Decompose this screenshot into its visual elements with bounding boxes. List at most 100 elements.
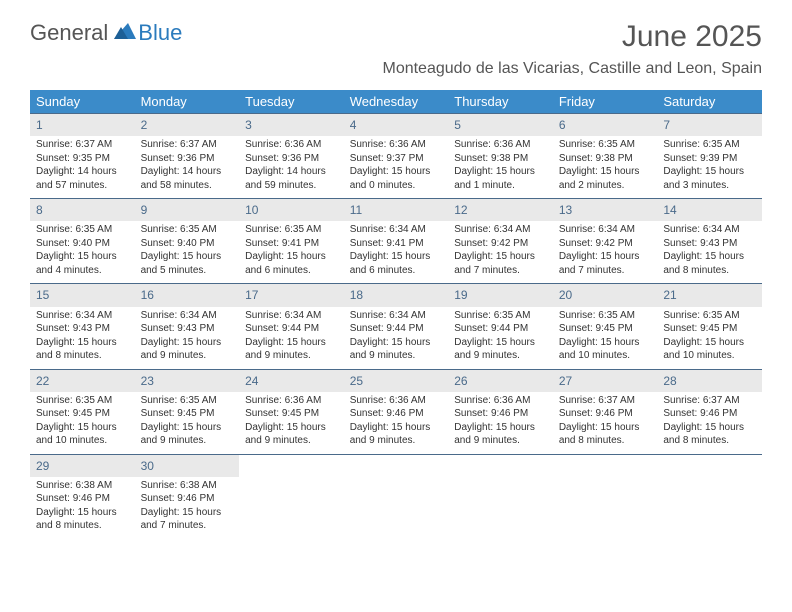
sunset-text: Sunset: 9:44 PM (350, 322, 443, 336)
page-title: June 2025 (382, 20, 762, 54)
sunset-text: Sunset: 9:40 PM (36, 237, 129, 251)
sunset-text: Sunset: 9:41 PM (245, 237, 338, 251)
day-content-cell: Sunrise: 6:35 AMSunset: 9:40 PMDaylight:… (30, 221, 135, 284)
sunset-text: Sunset: 9:44 PM (245, 322, 338, 336)
sunrise-text: Sunrise: 6:36 AM (245, 394, 338, 408)
day-number-cell: 6 (553, 114, 658, 137)
sunset-text: Sunset: 9:37 PM (350, 152, 443, 166)
daylight-text: and 9 minutes. (141, 434, 234, 448)
sunrise-text: Sunrise: 6:37 AM (141, 138, 234, 152)
daylight-text: and 10 minutes. (36, 434, 129, 448)
sunrise-text: Sunrise: 6:34 AM (141, 309, 234, 323)
sunset-text: Sunset: 9:41 PM (350, 237, 443, 251)
day-number-cell: 5 (448, 114, 553, 137)
day-content-cell: Sunrise: 6:37 AMSunset: 9:46 PMDaylight:… (657, 392, 762, 455)
day-number-cell: 12 (448, 199, 553, 222)
day-content-cell: Sunrise: 6:38 AMSunset: 9:46 PMDaylight:… (135, 477, 240, 539)
daylight-text: Daylight: 15 hours (454, 165, 547, 179)
daylight-text: and 6 minutes. (245, 264, 338, 278)
day-content-cell (657, 477, 762, 539)
day-number-cell (239, 454, 344, 477)
col-thursday: Thursday (448, 90, 553, 114)
daylight-text: and 1 minute. (454, 179, 547, 193)
daylight-text: and 9 minutes. (350, 434, 443, 448)
day-content-cell: Sunrise: 6:34 AMSunset: 9:43 PMDaylight:… (30, 307, 135, 370)
sunrise-text: Sunrise: 6:36 AM (454, 138, 547, 152)
daylight-text: and 8 minutes. (559, 434, 652, 448)
sunset-text: Sunset: 9:42 PM (559, 237, 652, 251)
sunrise-text: Sunrise: 6:35 AM (141, 223, 234, 237)
daylight-text: and 9 minutes. (245, 434, 338, 448)
day-number-cell: 22 (30, 369, 135, 392)
col-tuesday: Tuesday (239, 90, 344, 114)
logo: General Blue (30, 20, 182, 46)
day-content-cell: Sunrise: 6:35 AMSunset: 9:45 PMDaylight:… (135, 392, 240, 455)
sunset-text: Sunset: 9:43 PM (36, 322, 129, 336)
day-number-cell (553, 454, 658, 477)
day-content-cell: Sunrise: 6:38 AMSunset: 9:46 PMDaylight:… (30, 477, 135, 539)
calendar-table: Sunday Monday Tuesday Wednesday Thursday… (30, 90, 762, 539)
day-number-cell: 17 (239, 284, 344, 307)
day-number-cell: 30 (135, 454, 240, 477)
week-content-row: Sunrise: 6:35 AMSunset: 9:40 PMDaylight:… (30, 221, 762, 284)
daylight-text: Daylight: 15 hours (350, 250, 443, 264)
week-daynum-row: 1234567 (30, 114, 762, 137)
sunrise-text: Sunrise: 6:37 AM (36, 138, 129, 152)
sunrise-text: Sunrise: 6:34 AM (245, 309, 338, 323)
day-number-cell: 2 (135, 114, 240, 137)
daylight-text: Daylight: 14 hours (141, 165, 234, 179)
title-block: June 2025 Monteagudo de las Vicarias, Ca… (382, 20, 762, 78)
day-content-cell: Sunrise: 6:36 AMSunset: 9:36 PMDaylight:… (239, 136, 344, 199)
sunrise-text: Sunrise: 6:35 AM (36, 223, 129, 237)
sunset-text: Sunset: 9:43 PM (663, 237, 756, 251)
daylight-text: and 6 minutes. (350, 264, 443, 278)
sunset-text: Sunset: 9:45 PM (245, 407, 338, 421)
week-content-row: Sunrise: 6:38 AM Sunset: 9:46 PM Daylight:… (30, 477, 762, 539)
daylight-text: Daylight: 15 hours (245, 421, 338, 435)
day-number-cell: 7 (657, 114, 762, 137)
col-friday: Friday (553, 90, 658, 114)
sunset-text: Sunset: 9:36 PM (141, 152, 234, 166)
sunset-text: Sunset: 9:46 PM (350, 407, 443, 421)
sunset-text: Sunset: 9:46 PM (141, 492, 234, 506)
daylight-text: Daylight: 15 hours (454, 336, 547, 350)
sunset-text: Sunset: 9:45 PM (663, 322, 756, 336)
daylight-text: Daylight: 15 hours (454, 250, 547, 264)
daylight-text: and 59 minutes. (245, 179, 338, 193)
daylight-text: and 3 minutes. (663, 179, 756, 193)
sunset-text: Sunset: 9:39 PM (663, 152, 756, 166)
sunset-text: Sunset: 9:36 PM (245, 152, 338, 166)
sunrise-text: Sunrise: 6:36 AM (454, 394, 547, 408)
sunrise-text: Sunrise: 6:34 AM (454, 223, 547, 237)
day-content-cell: Sunrise: 6:34 AMSunset: 9:44 PMDaylight:… (344, 307, 449, 370)
day-content-cell: Sunrise: 6:35 AMSunset: 9:38 PMDaylight:… (553, 136, 658, 199)
day-content-cell: Sunrise: 6:36 AMSunset: 9:45 PMDaylight:… (239, 392, 344, 455)
daylight-text: and 9 minutes. (245, 349, 338, 363)
logo-text-general: General (30, 20, 108, 46)
daylight-text: and 7 minutes. (141, 519, 234, 533)
logo-triangle-icon (114, 23, 136, 44)
day-number-cell: 14 (657, 199, 762, 222)
daylight-text: and 0 minutes. (350, 179, 443, 193)
day-number-cell: 25 (344, 369, 449, 392)
day-header-row: Sunday Monday Tuesday Wednesday Thursday… (30, 90, 762, 114)
day-content-cell: Sunrise: 6:34 AMSunset: 9:41 PMDaylight:… (344, 221, 449, 284)
sunrise-text: Sunrise: 6:35 AM (559, 138, 652, 152)
daylight-text: and 7 minutes. (559, 264, 652, 278)
day-content-cell: Sunrise: 6:35 AMSunset: 9:45 PMDaylight:… (553, 307, 658, 370)
sunset-text: Sunset: 9:46 PM (663, 407, 756, 421)
day-number-cell: 29 (30, 454, 135, 477)
sunrise-text: Sunrise: 6:34 AM (350, 309, 443, 323)
sunrise-text: Sunrise: 6:35 AM (454, 309, 547, 323)
week-daynum-row: 22232425262728 (30, 369, 762, 392)
daylight-text: and 10 minutes. (663, 349, 756, 363)
day-content-cell (344, 477, 449, 539)
day-number-cell: 9 (135, 199, 240, 222)
day-content-cell: Sunrise: 6:36 AMSunset: 9:46 PMDaylight:… (448, 392, 553, 455)
daylight-text: Daylight: 15 hours (36, 506, 129, 520)
sunrise-text: Sunrise: 6:36 AM (245, 138, 338, 152)
sunrise-text: Sunrise: 6:38 AM (36, 479, 129, 493)
daylight-text: and 9 minutes. (141, 349, 234, 363)
location-subtitle: Monteagudo de las Vicarias, Castille and… (382, 60, 762, 78)
day-number-cell: 3 (239, 114, 344, 137)
